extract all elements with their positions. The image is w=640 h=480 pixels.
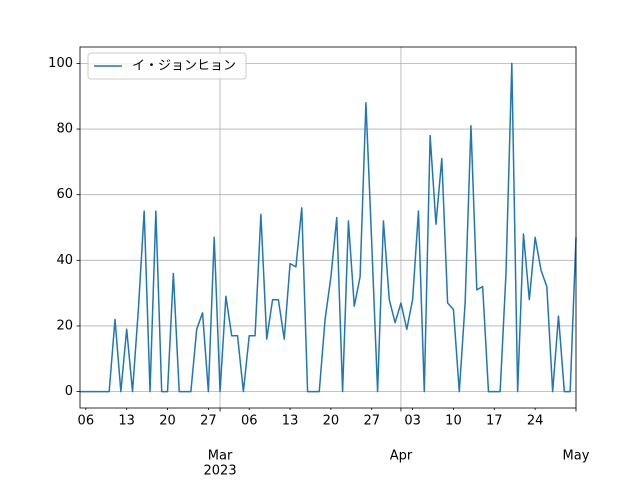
x-tick-label: 27 [363,414,380,429]
x-tick-label: Apr [390,449,413,464]
x-tick-label: 27 [200,414,217,429]
x-tick-label: 17 [486,414,503,429]
x-tick-label: 20 [323,414,340,429]
x-tick-label: 13 [282,414,299,429]
y-tick-label: 40 [56,253,73,268]
x-tick-label: 24 [527,414,544,429]
x-tick-label: 20 [159,414,176,429]
x-tick-label: Mar [208,449,233,464]
x-tick-label: 03 [404,414,421,429]
y-tick-label: 0 [65,384,73,399]
y-tick-label: 60 [56,187,73,202]
x-tick-label: 06 [78,414,95,429]
x-tick-label: May [563,449,590,464]
y-tick-label: 80 [56,122,73,137]
data-line [80,62,577,393]
x-tick-label: 13 [118,414,135,429]
x-tick-label: 10 [445,414,462,429]
x-offset-label: 2023 [204,464,237,479]
y-tick-label: 100 [48,56,73,71]
legend-box [87,52,247,80]
y-tick-label: 20 [56,318,73,333]
x-tick-label: 06 [241,414,258,429]
legend-label: イ・ジョンヒョン [132,59,236,74]
axes-frame [79,46,577,409]
